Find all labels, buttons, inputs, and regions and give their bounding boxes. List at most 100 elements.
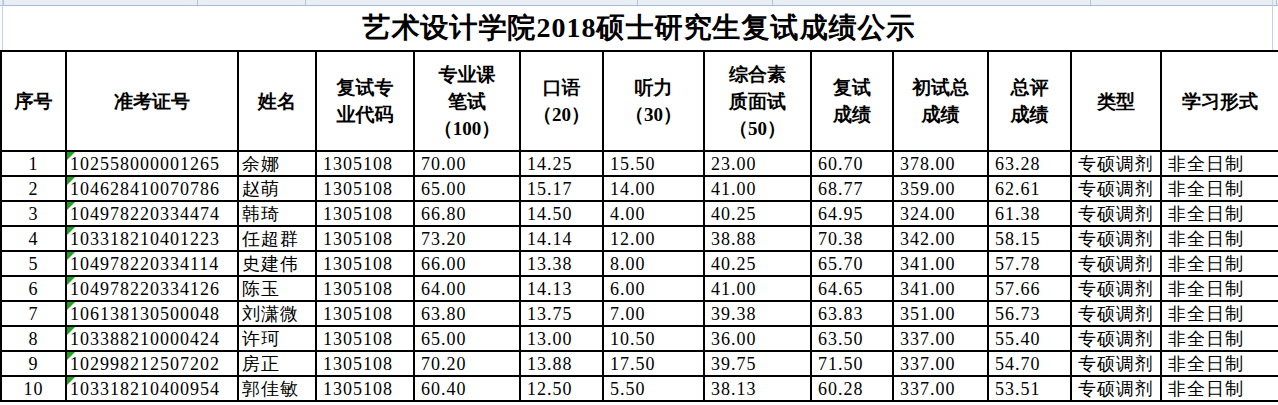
cell-interview: 38.13 xyxy=(704,376,811,401)
cell-admission-number: 104628410070786 xyxy=(66,176,238,201)
col-header-type: 类型 xyxy=(1071,51,1161,151)
cell-initial-total: 341.00 xyxy=(893,276,988,301)
cell-serial: 6 xyxy=(1,276,66,301)
cell-overall-score: 53.51 xyxy=(988,376,1071,401)
text-format-flag-icon xyxy=(67,252,75,260)
cell-retest-score: 71.50 xyxy=(811,351,893,376)
cell-listening: 12.00 xyxy=(603,226,704,251)
cell-initial-total: 324.00 xyxy=(893,201,988,226)
cell-oral: 14.14 xyxy=(520,226,603,251)
cell-name: 许珂 xyxy=(238,326,316,351)
cell-major-code: 1305108 xyxy=(316,176,414,201)
cell-oral: 13.38 xyxy=(520,251,603,276)
cell-major-code: 1305108 xyxy=(316,151,414,176)
cell-admission-number: 102998212507202 xyxy=(66,351,238,376)
cell-interview: 23.00 xyxy=(704,151,811,176)
cell-initial-total: 359.00 xyxy=(893,176,988,201)
title-row: 艺术设计学院2018硕士研究生复试成绩公示 xyxy=(0,6,1278,50)
cell-type: 专硕调剂 xyxy=(1071,176,1161,201)
cell-interview: 40.25 xyxy=(704,201,811,226)
cell-oral: 14.25 xyxy=(520,151,603,176)
cell-admission-number: 102558000001265 xyxy=(66,151,238,176)
cell-type: 专硕调剂 xyxy=(1071,251,1161,276)
cell-initial-total: 337.00 xyxy=(893,376,988,401)
cell-type: 专硕调剂 xyxy=(1071,226,1161,251)
cell-major-code: 1305108 xyxy=(316,301,414,326)
header-row: 序号 准考证号 姓名 复试专 业代码 专业课 笔试 （100） 口语 （20） … xyxy=(1,51,1278,151)
admission-number: 103318210400954 xyxy=(70,379,220,399)
cell-listening: 15.50 xyxy=(603,151,704,176)
col-header-serial: 序号 xyxy=(1,51,66,151)
cell-overall-score: 57.66 xyxy=(988,276,1071,301)
cell-initial-total: 337.00 xyxy=(893,351,988,376)
admission-number: 102558000001265 xyxy=(70,154,220,174)
col-header-oral: 口语 （20） xyxy=(520,51,603,151)
text-format-flag-icon xyxy=(67,277,75,285)
cell-serial: 8 xyxy=(1,326,66,351)
cell-type: 专硕调剂 xyxy=(1071,301,1161,326)
cell-major-code: 1305108 xyxy=(316,201,414,226)
cell-study-form: 非全日制 xyxy=(1161,351,1278,376)
col-header-initial-total: 初试总 成绩 xyxy=(893,51,988,151)
cell-admission-number: 104978220334474 xyxy=(66,201,238,226)
admission-number: 104978220334474 xyxy=(70,204,220,224)
cell-study-form: 非全日制 xyxy=(1161,226,1278,251)
cell-initial-total: 337.00 xyxy=(893,326,988,351)
excel-gridline xyxy=(772,0,773,5)
col-header-retest-score: 复试 成绩 xyxy=(811,51,893,151)
cell-interview: 41.00 xyxy=(704,276,811,301)
cell-written-test: 63.80 xyxy=(414,301,520,326)
cell-oral: 13.00 xyxy=(520,326,603,351)
admission-number: 103388210000424 xyxy=(70,329,220,349)
cell-serial: 7 xyxy=(1,301,66,326)
cell-study-form: 非全日制 xyxy=(1161,151,1278,176)
cell-serial: 5 xyxy=(1,251,66,276)
cell-interview: 41.00 xyxy=(704,176,811,201)
cell-written-test: 60.40 xyxy=(414,376,520,401)
cell-serial: 4 xyxy=(1,226,66,251)
text-format-flag-icon xyxy=(67,152,75,160)
cell-retest-score: 70.38 xyxy=(811,226,893,251)
admission-number: 102998212507202 xyxy=(70,354,220,374)
cell-study-form: 非全日制 xyxy=(1161,201,1278,226)
cell-admission-number: 103318210401223 xyxy=(66,226,238,251)
admission-number: 103318210401223 xyxy=(70,229,220,249)
cell-study-form: 非全日制 xyxy=(1161,376,1278,401)
cell-type: 专硕调剂 xyxy=(1071,326,1161,351)
table-row: 1 102558000001265 余娜 1305108 70.00 14.25… xyxy=(1,151,1278,176)
cell-oral: 13.88 xyxy=(520,351,603,376)
cell-name: 韩琦 xyxy=(238,201,316,226)
excel-gridline xyxy=(1090,0,1091,5)
cell-oral: 12.50 xyxy=(520,376,603,401)
text-format-flag-icon xyxy=(67,227,75,235)
cell-written-test: 66.00 xyxy=(414,251,520,276)
cell-listening: 6.00 xyxy=(603,276,704,301)
cell-admission-number: 104978220334126 xyxy=(66,276,238,301)
cell-admission-number: 103388210000424 xyxy=(66,326,238,351)
cell-oral: 13.75 xyxy=(520,301,603,326)
excel-gridline xyxy=(637,0,638,5)
excel-gridline xyxy=(305,0,306,5)
cell-listening: 7.00 xyxy=(603,301,704,326)
table-row: 5 104978220334114 史建伟 1305108 66.00 13.3… xyxy=(1,251,1278,276)
admission-number: 104628410070786 xyxy=(70,179,220,199)
cell-admission-number: 106138130500048 xyxy=(66,301,238,326)
cell-major-code: 1305108 xyxy=(316,326,414,351)
text-format-flag-icon xyxy=(67,302,75,310)
cell-serial: 9 xyxy=(1,351,66,376)
cell-study-form: 非全日制 xyxy=(1161,276,1278,301)
cell-retest-score: 63.83 xyxy=(811,301,893,326)
cell-retest-score: 64.65 xyxy=(811,276,893,301)
cell-serial: 10 xyxy=(1,376,66,401)
cell-type: 专硕调剂 xyxy=(1071,151,1161,176)
cell-interview: 40.25 xyxy=(704,251,811,276)
cell-written-test: 73.20 xyxy=(414,226,520,251)
cell-major-code: 1305108 xyxy=(316,276,414,301)
col-header-written-test: 专业课 笔试 （100） xyxy=(414,51,520,151)
cell-oral: 14.50 xyxy=(520,201,603,226)
col-header-admission-number: 准考证号 xyxy=(66,51,238,151)
cell-retest-score: 60.28 xyxy=(811,376,893,401)
cell-name: 郭佳敏 xyxy=(238,376,316,401)
table-row: 4 103318210401223 任超群 1305108 73.20 14.1… xyxy=(1,226,1278,251)
col-header-overall-score: 总评 成绩 xyxy=(988,51,1071,151)
